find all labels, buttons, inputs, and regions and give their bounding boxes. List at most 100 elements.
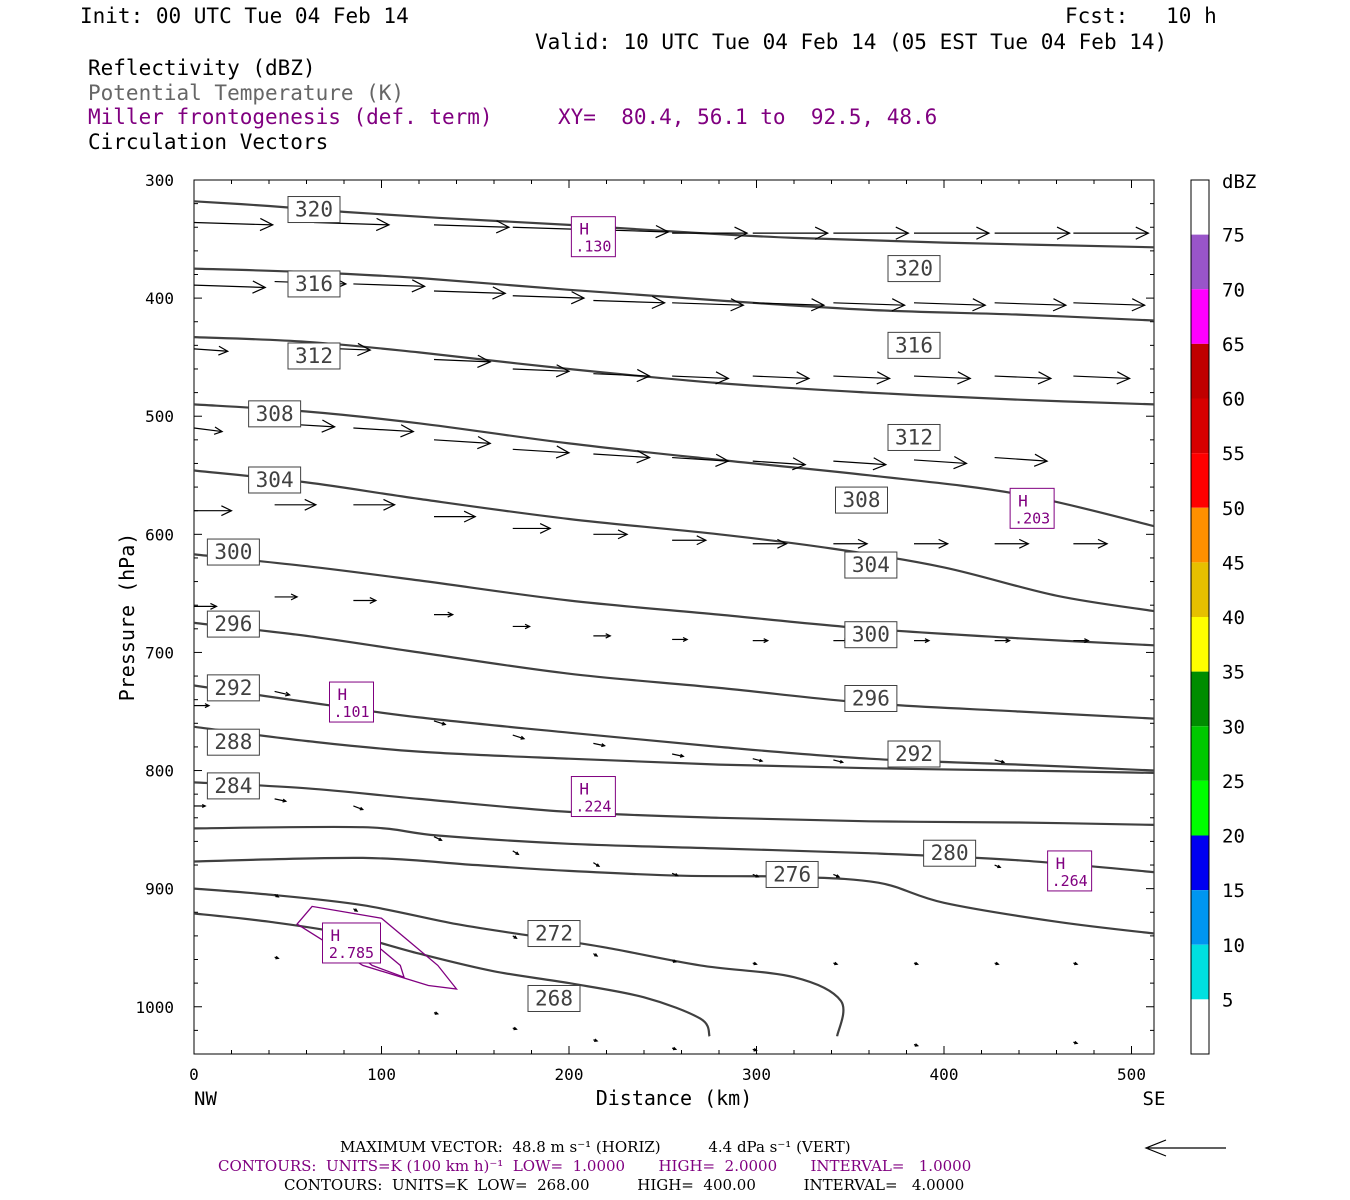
y-tick-label: 800 [145,762,174,781]
isentrope-label-text: 268 [535,986,573,1010]
colorbar-label: 65 [1222,334,1245,356]
vector-head [210,602,218,610]
fronto-max-box [1047,850,1093,892]
colorbar-segment [1191,289,1209,344]
circulation-vector [833,298,907,312]
circulation-vector [672,636,689,642]
vector-shaft [353,427,414,433]
vector-head [655,224,670,239]
vector-head [696,535,708,546]
circulation-vector [353,908,359,912]
vector-head [938,538,950,549]
colorbar-segment [1191,180,1209,235]
circulation-vector [752,371,811,385]
isentrope-label-box [887,255,941,283]
circulation-vectors [193,217,1150,1052]
colorbar-label: 60 [1222,389,1245,411]
circulation-vector [593,633,612,639]
isentrope-label-box [206,728,260,756]
vector-head [651,295,667,310]
circulation-vector [752,873,760,878]
vector-shaft [274,798,286,802]
vector-head [814,226,830,240]
circulation-vector [434,611,455,618]
vector-head [539,522,552,534]
circulation-vector [353,498,397,511]
isentrope-284 [193,781,1155,826]
vector-head [753,1047,758,1052]
colorbar-label: 50 [1222,498,1245,520]
colorbar-segment [1191,671,1209,727]
vector-head [357,342,372,357]
vector-shaft [994,375,1051,380]
y-tick-label: 400 [145,289,174,308]
circulation-vector [274,955,280,960]
vector-head [895,226,910,240]
isentrope-label-box [844,684,898,712]
isentrope-label: 316 [287,270,341,298]
vector-head [957,371,972,385]
vector-shaft [1073,302,1145,306]
colorbar-label: 75 [1222,225,1245,247]
circulation-vector [274,690,291,697]
vector-shaft [433,439,491,444]
vector-head [513,1026,518,1031]
colorbar-segment [1191,343,1209,399]
colorbar-title: dBZ [1222,171,1256,193]
circulation-vector [353,424,415,438]
isentrope-label-text: 280 [931,841,969,865]
circulation-vector [994,453,1049,467]
vector-shaft [433,224,510,228]
circulation-vector [672,535,708,546]
vector-shaft [433,290,506,294]
isentrope-label: 292 [887,740,941,768]
fronto-max: H.224 [570,776,616,818]
vector-shaft [193,284,266,289]
circulation-vector [1073,538,1109,549]
isentrope-label-text: 304 [256,468,294,492]
vector-head [636,368,652,383]
vector-shaft [672,456,729,462]
circulation-vector [833,759,845,764]
y-tick-label: 1000 [135,998,174,1017]
circulation-vector [593,450,652,464]
circulation-vector [1073,638,1090,644]
circulation-vector [194,703,211,709]
circulation-vector [353,279,427,293]
circulation-vector [994,298,1068,312]
circulation-vector [433,286,507,300]
circulation-vector [671,1046,678,1051]
isentrope-label-box [206,538,260,566]
max-vector-arrow [1144,1139,1226,1157]
circulation-vector [433,836,443,841]
isentrope-label-text: 300 [214,540,252,564]
circulation-vector [274,498,318,511]
colorbar: dBZ 5 10 15 20 25 30 35 40 45 50 55 60 65 70 75 [1190,171,1256,1055]
vector-head [438,837,443,841]
circulation-vector [274,798,288,803]
y-tick-label: 600 [145,525,174,544]
circulation-vector [593,295,667,310]
vector-head [375,217,391,232]
isentrope-label-box [287,270,341,298]
isentrope-label-text: 272 [535,922,573,946]
isentrope-label: 292 [206,674,260,702]
circulation-vector [512,291,586,305]
vector-shaft [193,427,223,433]
fronto-max-value: 2.785 [329,944,374,962]
fronto-max-h: H [338,685,348,704]
y-tick-label: 300 [145,171,174,190]
vector-head [383,498,397,511]
colorbar-label: 10 [1222,935,1245,957]
vector-shaft [274,690,290,696]
vector-head [213,426,224,435]
circulation-vector [994,638,1012,644]
field-potential-temperature: Potential Temperature (K) [88,81,405,105]
vector-shaft [913,459,967,465]
circulation-vector [913,961,920,966]
vector-shaft [512,448,570,454]
vector-head [872,457,888,471]
vector-shaft [672,375,729,380]
fronto-max: H.130 [570,216,616,258]
x-axis-label: Distance (km) [596,1086,753,1110]
